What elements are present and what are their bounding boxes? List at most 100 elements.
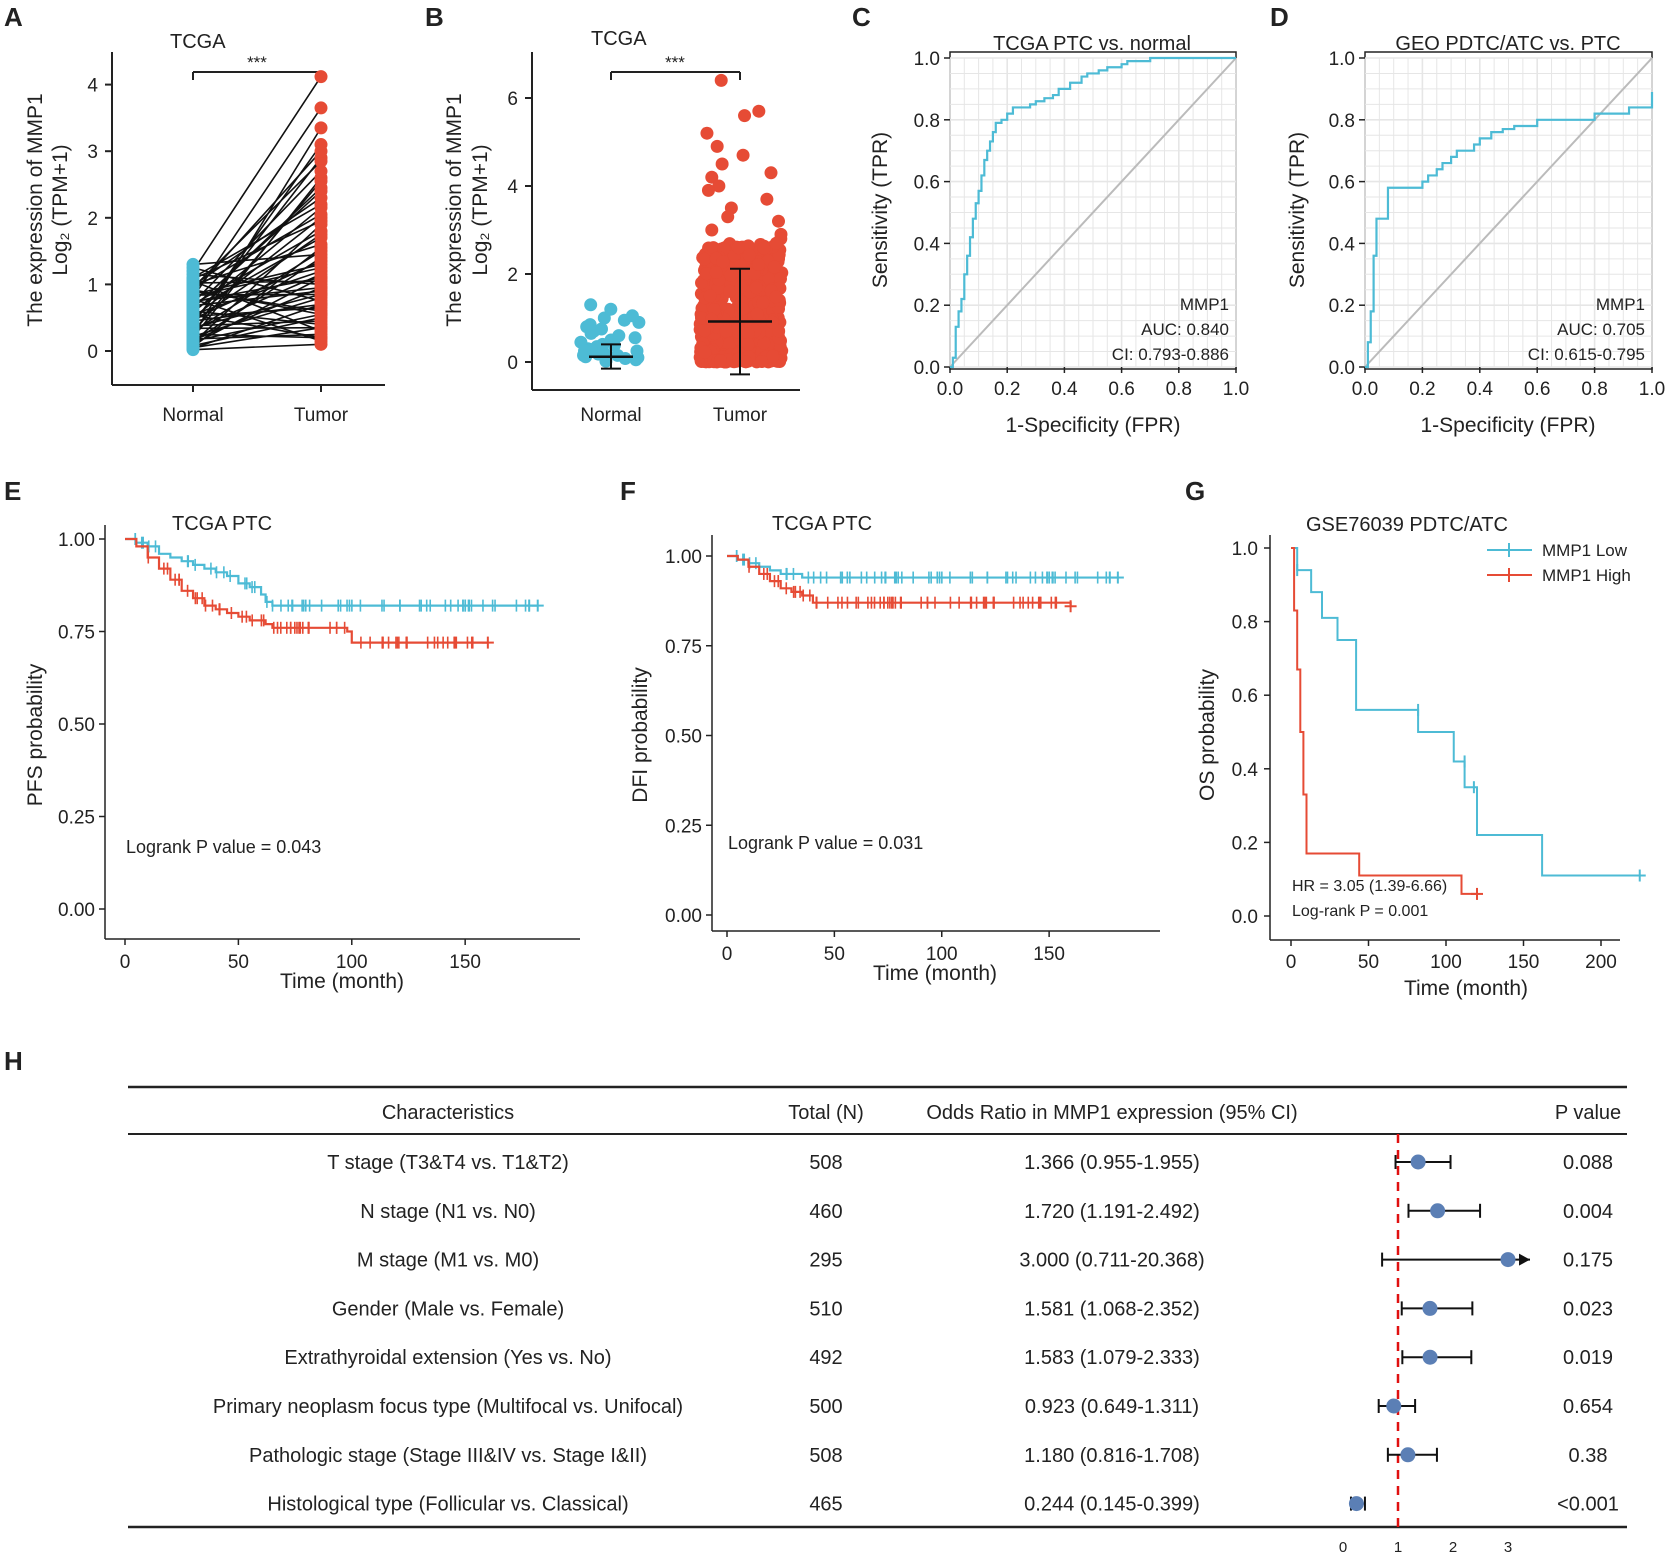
e-ytick-label: 1.00 (58, 530, 95, 551)
panel-d-roc (1364, 57, 1654, 369)
row-total: 508 (809, 1445, 842, 1467)
panel-b-sig-bracket (610, 71, 741, 80)
panel-b-tumor-point (751, 257, 765, 271)
header-total: Total (N) (788, 1102, 864, 1124)
panel-a-pair-line (192, 326, 322, 349)
row-characteristic: Gender (Male vs. Female) (332, 1298, 564, 1320)
panel-b-tumor-point (741, 327, 755, 341)
panel-b-tumor-point (757, 241, 771, 255)
panel-d: D GEO PDTC/ATC vs. PTC 0.00.00.20.20.40.… (1270, 2, 1665, 437)
d-ytick-label: 0.6 (1329, 173, 1355, 194)
f-ytick-label: 1.00 (665, 547, 702, 568)
panel-c-roc (949, 56, 1237, 369)
panel-b-tumor-point (762, 272, 776, 286)
panel-letter-g: G (1185, 476, 1205, 506)
row-odds-ratio: 1.720 (1.191-2.492) (1024, 1201, 1200, 1223)
c-xtick-label: 0.0 (937, 379, 963, 400)
row-odds-ratio: 1.583 (1.079-2.333) (1024, 1347, 1200, 1369)
panel-a-pair-line (192, 247, 322, 348)
panel-b-tumor-point (695, 301, 709, 315)
panel-b-normal-point (617, 313, 631, 327)
c-ytick-label: 0.0 (914, 358, 940, 379)
panel-a-xtick-tumor: Tumor (294, 405, 349, 426)
d-xtick-label: 0.4 (1467, 379, 1494, 400)
panel-d-grid (1364, 57, 1653, 368)
f-xtick-label: 150 (1033, 944, 1065, 965)
panel-b-tumor-point (723, 284, 737, 298)
panel-b-tumor-point (769, 236, 783, 250)
panel-b-significance: *** (665, 53, 685, 72)
row-total: 295 (809, 1250, 842, 1272)
panel-b-tumor-point (756, 296, 770, 310)
panel-b-tumor-point (765, 315, 779, 329)
panel-b-tumor-point (755, 354, 769, 368)
row-total: 510 (809, 1298, 842, 1320)
header-characteristics: Characteristics (382, 1102, 514, 1124)
c-ytick-label: 1.0 (914, 49, 940, 70)
c-diagonal (949, 57, 1237, 368)
d-xtick-label: 0.8 (1581, 379, 1607, 400)
panel-c-ticks: 0.00.0 0.2 0.2 0.4 0.4 0.6 0.6 0.8 0.8 1.0 1.0 (914, 49, 1250, 400)
panel-a-ylabel-1: The expression of MMP1 (24, 93, 47, 326)
panel-b-tumor-point (714, 354, 728, 368)
panel-f-xlabel: Time (month) (873, 962, 997, 985)
panel-a-tumor-point (314, 191, 328, 205)
panel-a-normal-point (186, 281, 200, 295)
panel-b-tumor-point (722, 337, 736, 351)
panel-letter-f: F (620, 476, 636, 506)
row-odds-ratio: 3.000 (0.711-20.368) (1019, 1250, 1204, 1272)
c-xtick-label: 0.8 (1166, 379, 1192, 400)
row-p-value: 0.088 (1563, 1152, 1613, 1174)
panel-b-tumor-point (697, 252, 711, 266)
panel-a-ytick-label: 0 (87, 342, 98, 363)
forest-xtick-label: 0 (1339, 1539, 1347, 1556)
panel-e-title: TCGA PTC (172, 513, 272, 535)
panel-letter-b: B (425, 2, 444, 32)
panel-e-ylabel: PFS probability (24, 663, 47, 806)
row-total: 508 (809, 1152, 842, 1174)
panel-b-tumor-point (721, 210, 735, 224)
row-odds-ratio: 0.244 (0.145-0.399) (1024, 1494, 1200, 1516)
d-xtick-label: 0.6 (1524, 379, 1550, 400)
panel-e-xlabel: Time (month) (280, 970, 404, 993)
panel-b-tumor-point (709, 266, 723, 280)
panel-a-ytick-label: 4 (87, 76, 98, 97)
f-xtick-label: 50 (824, 944, 845, 965)
panel-b-tumor-point (698, 345, 712, 359)
panel-a-tumor-point (314, 241, 328, 255)
panel-a-tumor-point (314, 227, 328, 241)
panel-b-title: TCGA (591, 28, 647, 50)
row-characteristic: Histological type (Follicular vs. Classi… (267, 1494, 628, 1516)
panel-a-normal-point (186, 333, 200, 347)
panel-b-normal-point (628, 331, 642, 345)
panel-b-normal-point (583, 318, 597, 332)
panel-f-pvalue: Logrank P value = 0.031 (728, 833, 923, 853)
row-odds-ratio: 1.366 (0.955-1.955) (1024, 1152, 1200, 1174)
panel-a-xtick-normal: Normal (162, 405, 223, 426)
panel-h: H Characteristics Total (N) Odds Ratio i… (4, 1046, 1627, 1556)
panel-a-tumor-point (314, 144, 328, 158)
e-ytick-label: 0.25 (58, 808, 95, 829)
panel-letter-e: E (4, 476, 21, 506)
c-ytick-label: 0.2 (914, 296, 940, 317)
forest-xtick-label: 3 (1504, 1539, 1512, 1556)
e-ytick-label: 0.50 (58, 715, 95, 736)
row-p-value: 0.175 (1563, 1250, 1613, 1272)
row-p-value: 0.004 (1563, 1201, 1613, 1223)
panel-b: B TCGA *** 0 2 4 6 Normal Tumor The express… (425, 2, 800, 426)
row-odds-ratio: 1.180 (0.816-1.708) (1024, 1445, 1200, 1467)
f-ytick-label: 0.00 (665, 906, 702, 927)
panel-letter-c: C (852, 2, 871, 32)
panel-a-pair-line (192, 187, 322, 309)
row-characteristic: Extrathyroidal extension (Yes vs. No) (284, 1347, 611, 1369)
panel-b-tumor-point (752, 104, 766, 118)
g-xtick-label: 0 (1286, 952, 1297, 973)
panel-b-tumor-point (694, 311, 708, 325)
panel-a-title: TCGA (170, 31, 226, 53)
panel-letter-d: D (1270, 2, 1289, 32)
panel-a-pair-line (192, 343, 322, 351)
e-ytick-label: 0.75 (58, 623, 95, 644)
row-p-value: 0.019 (1563, 1347, 1613, 1369)
panel-g-km (1291, 547, 1646, 900)
